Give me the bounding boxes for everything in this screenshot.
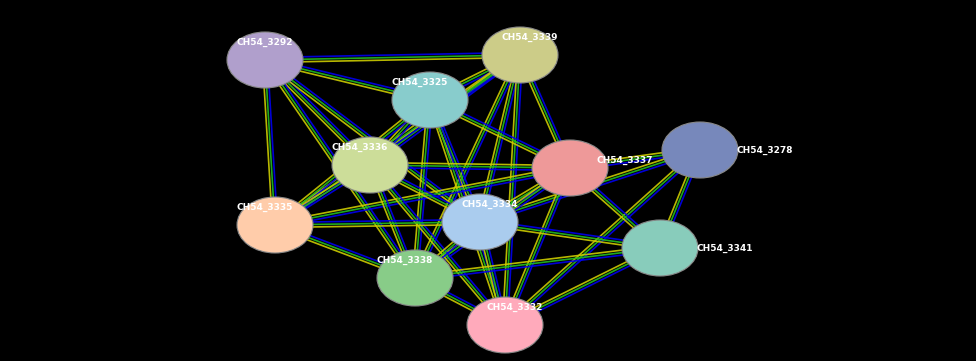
Text: CH54_3336: CH54_3336 [332, 143, 388, 152]
Text: CH54_3339: CH54_3339 [502, 32, 558, 42]
Text: CH54_3335: CH54_3335 [237, 203, 293, 212]
Text: CH54_3278: CH54_3278 [737, 145, 793, 155]
Ellipse shape [227, 32, 303, 88]
Text: CH54_3332: CH54_3332 [487, 303, 544, 312]
Text: CH54_3341: CH54_3341 [697, 243, 753, 253]
Text: CH54_3325: CH54_3325 [391, 77, 448, 87]
Ellipse shape [532, 140, 608, 196]
Ellipse shape [332, 137, 408, 193]
Ellipse shape [377, 250, 453, 306]
Ellipse shape [467, 297, 543, 353]
Ellipse shape [622, 220, 698, 276]
Ellipse shape [442, 194, 518, 250]
Text: CH54_3338: CH54_3338 [377, 256, 433, 265]
Ellipse shape [482, 27, 558, 83]
Text: CH54_3292: CH54_3292 [237, 38, 293, 47]
Text: CH54_3334: CH54_3334 [462, 199, 518, 209]
Text: CH54_3337: CH54_3337 [596, 156, 653, 165]
Ellipse shape [392, 72, 468, 128]
Ellipse shape [662, 122, 738, 178]
Ellipse shape [237, 197, 313, 253]
